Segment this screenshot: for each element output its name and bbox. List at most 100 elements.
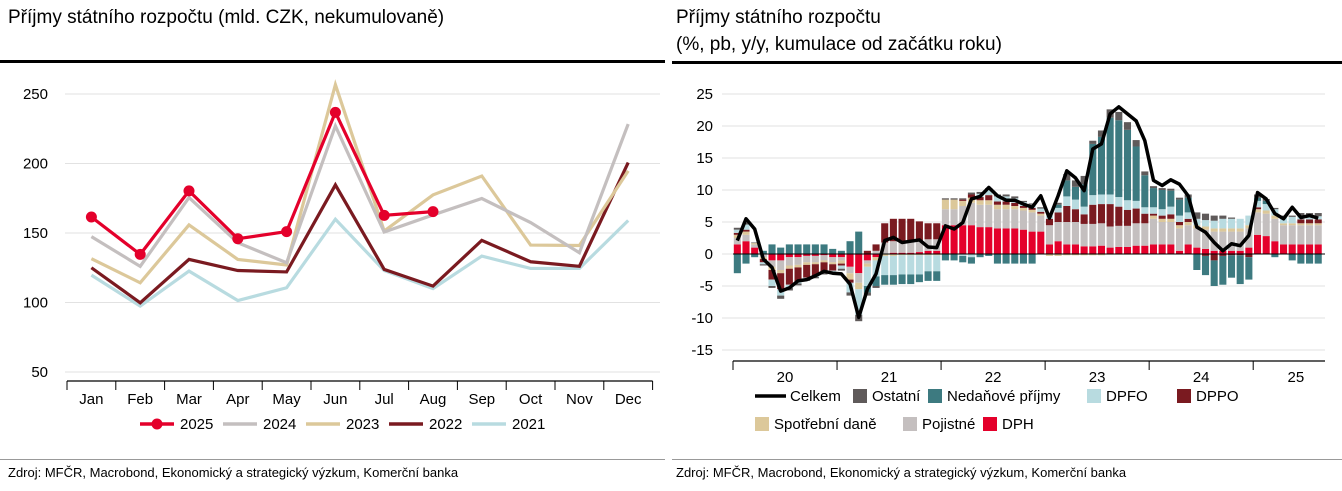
bar-segment-Ostatní [1141, 171, 1149, 176]
bar-segment-Nedaňové příjmy [794, 244, 802, 254]
bar-segment-Pojistné [1201, 229, 1210, 249]
bar-segment-Pojistné [1028, 212, 1036, 232]
bar-segment-DPH [1271, 241, 1279, 254]
bar-segment-DPPO [1123, 209, 1132, 226]
bar-segment-DPH [1071, 244, 1079, 254]
bar-segment-DPFO [1115, 197, 1123, 207]
bar-segment-DPH [820, 254, 828, 256]
bar-segment-DPH [1227, 250, 1236, 254]
bar-segment-DPH [1132, 245, 1140, 254]
bar-segment-DPFO [1063, 196, 1071, 206]
bar-segment-DPPO [889, 218, 897, 242]
bar-segment-DPH [1306, 244, 1314, 254]
bar-segment-Pojistné [1167, 222, 1175, 245]
bar-segment-DPPO [742, 229, 750, 232]
bar-segment-DPH [1097, 245, 1106, 254]
bar-segment-Pojistné [881, 242, 889, 254]
bar-segment-DPH [1089, 246, 1097, 254]
bar-segment-Spotřební daně [1054, 254, 1062, 256]
bar-segment-DPH [863, 254, 871, 261]
bar-segment-DPH [1288, 244, 1296, 254]
bar-segment-DPFO [1089, 195, 1097, 205]
bar-segment-DPH [915, 252, 923, 254]
bar-segment-Pojistné [777, 260, 785, 270]
bar-segment-DPFO [733, 229, 741, 233]
bar-segment-Pojistné [1080, 223, 1088, 247]
bar-segment-DPH [742, 241, 750, 254]
bar-segment-Spotřební daně [1201, 226, 1210, 230]
bar-segment-Spotřební daně [829, 262, 837, 265]
bar-segment-Nedaňové příjmy [1245, 257, 1253, 280]
bar-segment-Pojistné [1011, 209, 1019, 229]
bar-segment-DPFO [1071, 199, 1079, 210]
bar-segment-DPPO [863, 250, 871, 254]
bar-segment-DPH [1123, 246, 1132, 254]
bar-segment-Pojistné [1184, 225, 1192, 245]
bar-segment-Nedaňové příjmy [1123, 129, 1132, 201]
series-line-2025 [90, 108, 434, 257]
bar-segment-Ostatní [733, 227, 741, 230]
bar-segment-Ostatní [794, 283, 802, 286]
legend-label: 2023 [346, 416, 379, 433]
bar-segment-DPPO [1115, 206, 1123, 226]
data-point-2025 [85, 211, 97, 223]
bar-segment-Spotřební daně [1314, 223, 1322, 226]
bar-segment-Ostatní [941, 198, 949, 200]
bar-segment-Nedaňové příjmy [1219, 255, 1227, 285]
legend-label: Spotřební daně [774, 416, 877, 433]
bar-segment-Pojistné [1106, 226, 1114, 248]
bar-segment-DPFO [837, 265, 845, 269]
bar-segment-DPH [889, 252, 897, 254]
bar-segment-DPH [1080, 246, 1088, 254]
x-tick-label: 20 [777, 369, 794, 386]
bar-segment-DPFO [898, 255, 906, 275]
bar-segment-Pojistné [1063, 222, 1071, 245]
bar-segment-Nedaňové příjmy [1097, 136, 1106, 195]
bar-segment-DPPO [872, 244, 880, 251]
bar-segment-Spotřební daně [846, 273, 854, 280]
bar-segment-Spotřební daně [976, 200, 984, 205]
bar-segment-Nedaňové příjmy [1063, 180, 1071, 197]
bar-segment-Nedaňové příjmy [1271, 254, 1279, 258]
bar-segment-DPH [907, 252, 915, 254]
bar-segment-DPH [1011, 228, 1019, 254]
bar-segment-Ostatní [1011, 196, 1019, 199]
bar-segment-Nedaňové příjmy [811, 244, 819, 254]
bar-segment-Spotřební daně [751, 243, 759, 245]
legend-swatch-DPH [983, 417, 997, 431]
bar-segment-Pojistné [829, 257, 837, 263]
x-tick-label: Aug [420, 391, 447, 408]
bar-segment-Nedaňové příjmy [1132, 146, 1140, 201]
bar-segment-Ostatní [1210, 215, 1218, 221]
bar-segment-Pojistné [1254, 212, 1262, 235]
bar-segment-DPPO [1080, 214, 1088, 224]
bar-segment-Nedaňové příjmy [915, 274, 923, 283]
bar-segment-DPH [941, 225, 949, 254]
y-tick-label: -10 [691, 310, 713, 327]
bar-segment-Spotřební daně [1019, 207, 1027, 211]
bar-segment-DPFO [881, 255, 889, 276]
bar-segment-Spotřební daně [1184, 222, 1192, 226]
bar-segment-DPPO [907, 218, 915, 242]
bar-segment-DPPO [1236, 254, 1244, 256]
bar-segment-Pojistné [1314, 225, 1322, 245]
bar-segment-Pojistné [1219, 231, 1227, 251]
right-title-rule [672, 61, 1342, 64]
bar-segment-Nedaňové příjmy [1071, 186, 1079, 200]
bar-segment-Nedaňové příjmy [950, 254, 958, 261]
bar-segment-Spotřební daně [985, 200, 993, 205]
series-line-2024 [90, 121, 630, 269]
bar-segment-DPFO [1227, 218, 1236, 229]
bar-segment-DPH [794, 254, 802, 258]
bar-segment-DPPO [1054, 212, 1062, 222]
bar-segment-Spotřební daně [993, 204, 1001, 210]
bar-segment-DPFO [1149, 207, 1158, 214]
bar-segment-DPH [1210, 250, 1218, 254]
series-line-2023 [90, 79, 630, 285]
bar-segment-Spotřební daně [1175, 225, 1184, 229]
bar-segment-Pojistné [1141, 223, 1149, 246]
bar-segment-Ostatní [1149, 186, 1158, 189]
bar-segment-DPH [924, 250, 932, 254]
legend-label: 2024 [263, 416, 296, 433]
bar-segment-Nedaňové příjmy [1054, 204, 1062, 208]
